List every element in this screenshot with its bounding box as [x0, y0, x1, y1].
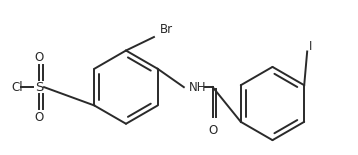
- Text: S: S: [35, 81, 43, 94]
- Text: O: O: [35, 51, 44, 64]
- Text: NH: NH: [189, 81, 206, 94]
- Text: O: O: [208, 124, 217, 137]
- Text: Br: Br: [160, 23, 173, 36]
- Text: Cl: Cl: [11, 81, 23, 94]
- Text: O: O: [35, 111, 44, 124]
- Text: I: I: [309, 40, 313, 53]
